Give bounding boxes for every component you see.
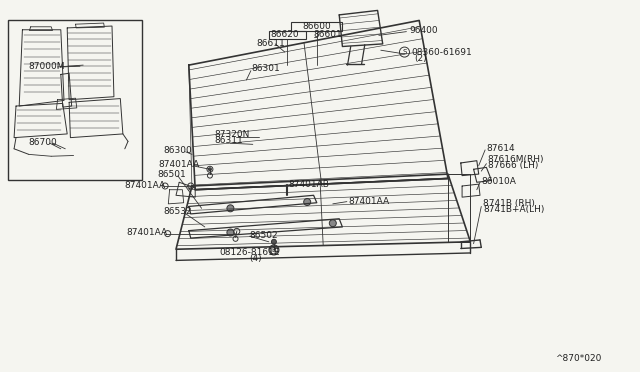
Circle shape [227, 229, 234, 236]
Circle shape [330, 220, 336, 227]
Text: 86311: 86311 [214, 136, 243, 145]
Text: 86601: 86601 [314, 30, 342, 39]
Text: 86532: 86532 [163, 207, 192, 216]
Text: S: S [403, 49, 406, 55]
Text: 96400: 96400 [410, 26, 438, 35]
Text: (2): (2) [415, 54, 428, 63]
Text: ^870*020: ^870*020 [556, 355, 602, 363]
Text: 86600: 86600 [303, 22, 331, 31]
Text: B: B [271, 247, 276, 253]
Text: (4): (4) [250, 254, 262, 263]
Text: 87401AA: 87401AA [127, 228, 168, 237]
Text: 86700: 86700 [29, 138, 58, 147]
Text: 86620: 86620 [270, 30, 299, 39]
Bar [8, 20, 142, 180]
Text: 08126-8161E: 08126-8161E [220, 248, 280, 257]
Text: 87401AA: 87401AA [125, 181, 166, 190]
Text: 86300: 86300 [164, 146, 193, 155]
Text: 8741B+A(LH): 8741B+A(LH) [483, 205, 545, 214]
Circle shape [227, 205, 234, 212]
Circle shape [271, 239, 276, 244]
Text: 87320N: 87320N [214, 130, 250, 139]
Bar [291, 22, 342, 31]
Text: 8741B (RH): 8741B (RH) [483, 199, 535, 208]
Text: 86502: 86502 [250, 231, 278, 240]
Bar [269, 31, 306, 39]
Text: 87666 (LH): 87666 (LH) [488, 161, 538, 170]
Text: 87401AB: 87401AB [288, 180, 329, 189]
Circle shape [209, 168, 211, 171]
Text: 87000M: 87000M [29, 62, 65, 71]
Text: 86010A: 86010A [481, 177, 516, 186]
Text: 87616M(RH): 87616M(RH) [488, 155, 544, 164]
Text: 87614: 87614 [486, 144, 515, 153]
Text: 86611: 86611 [256, 39, 285, 48]
Text: 86301: 86301 [251, 64, 280, 73]
Text: 86501: 86501 [157, 170, 186, 179]
Text: 08360-61691: 08360-61691 [411, 48, 472, 57]
Text: 87401AA: 87401AA [349, 197, 390, 206]
Circle shape [304, 199, 310, 205]
Text: 87401AA: 87401AA [159, 160, 200, 169]
